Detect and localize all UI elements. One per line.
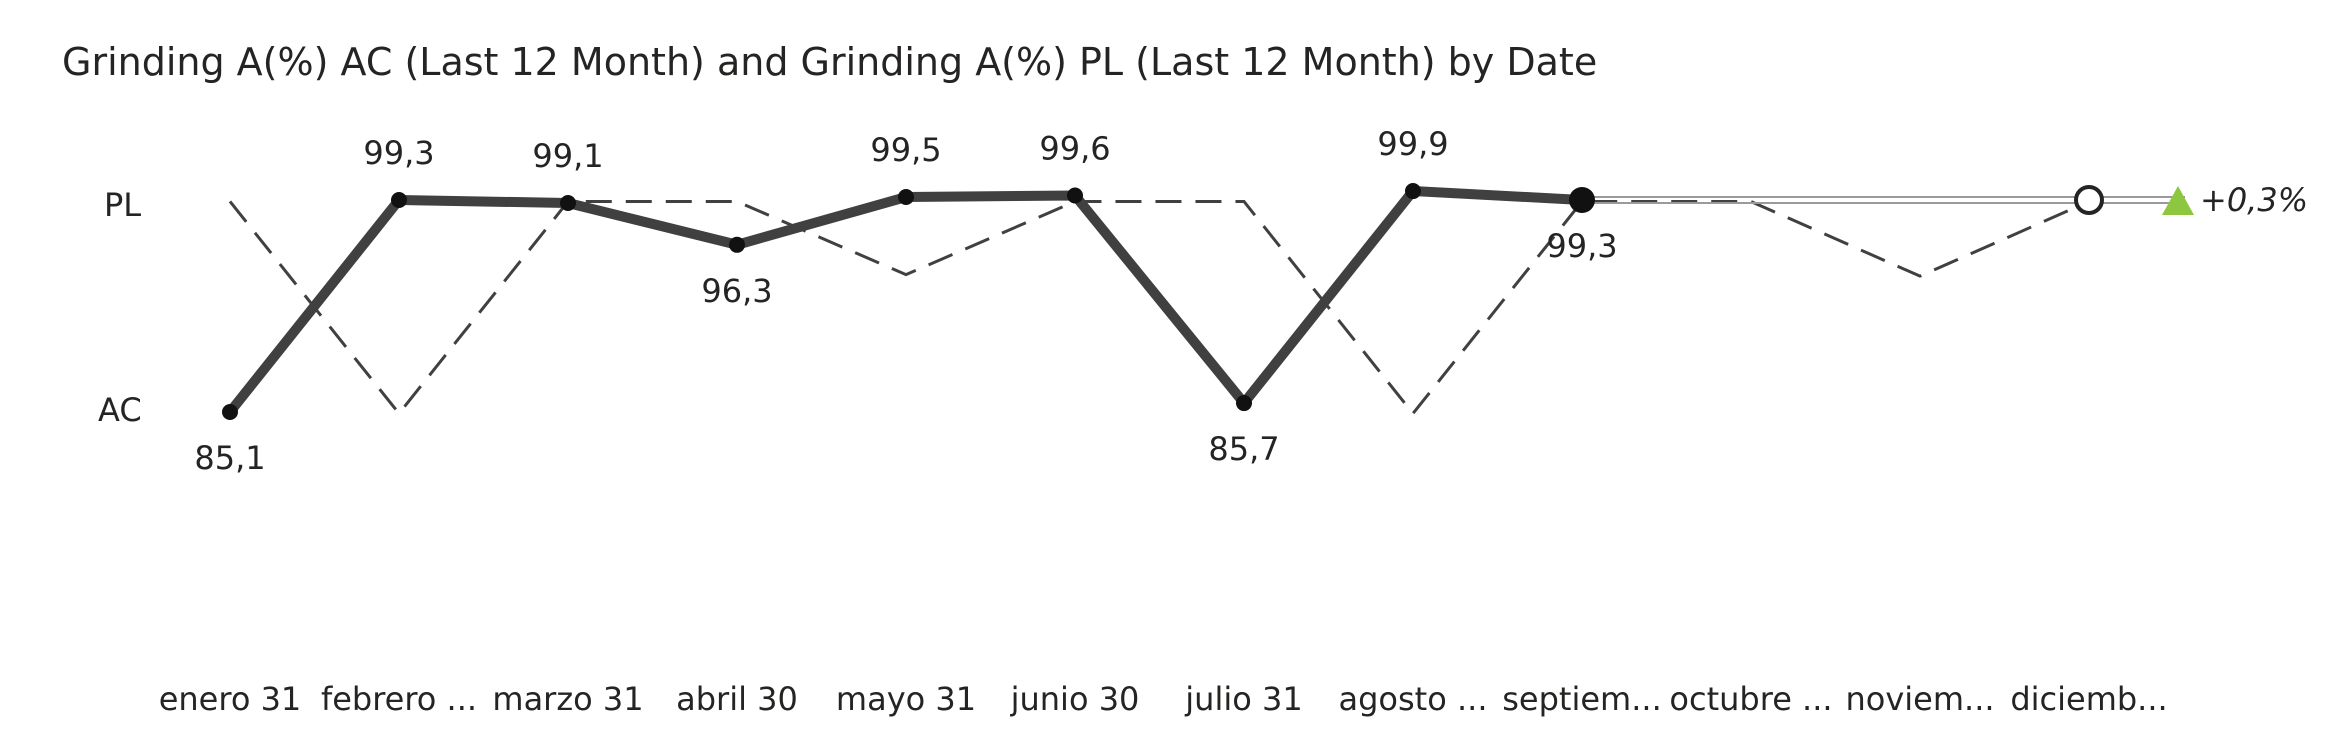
x-tick-label-2: febrero ... xyxy=(321,680,477,718)
row-label-ac: AC xyxy=(98,391,142,429)
chart-title: Grinding A(%) AC (Last 12 Month) and Gri… xyxy=(62,40,1598,84)
x-axis: enero 31 febrero ... marzo 31 abril 30 mayo … xyxy=(159,680,2168,718)
x-tick-label-10: octubre ... xyxy=(1669,680,1832,718)
forecast-series xyxy=(1582,185,2185,215)
x-tick-label-3: marzo 31 xyxy=(492,680,643,718)
delta-indicator: +0,3% xyxy=(2162,181,2308,219)
ac-series-line xyxy=(226,186,1583,416)
x-tick-label-8: agosto ... xyxy=(1339,680,1488,718)
ac-data-label-1: 85,1 xyxy=(194,439,265,477)
ac-data-label-2: 99,3 xyxy=(363,134,434,172)
data-labels: 85,1 99,3 99,1 96,3 99,5 99,6 85,7 99,9 99,3 xyxy=(194,125,1617,477)
ac-data-label-3: 99,1 xyxy=(532,137,603,175)
x-tick-label-1: enero 31 xyxy=(159,680,302,718)
x-tick-label-5: mayo 31 xyxy=(836,680,976,718)
ac-data-label-7: 85,7 xyxy=(1208,430,1279,468)
ac-point-1 xyxy=(222,404,238,420)
forecast-end-marker xyxy=(2074,185,2104,215)
x-tick-label-4: abril 30 xyxy=(676,680,798,718)
ac-data-label-9: 99,3 xyxy=(1546,227,1617,265)
ac-point-8 xyxy=(1405,183,1421,200)
pl-series-line xyxy=(228,199,2090,416)
row-label-pl: PL xyxy=(104,186,141,224)
x-tick-label-9: septiem... xyxy=(1502,680,1661,718)
ac-point-7 xyxy=(1236,395,1252,412)
ac-data-label-4: 96,3 xyxy=(701,272,772,310)
delta-label: +0,3% xyxy=(2200,181,2308,219)
ac-data-label-5: 99,5 xyxy=(870,131,941,169)
ac-series xyxy=(222,183,1595,420)
ac-point-5 xyxy=(898,189,914,206)
x-tick-label-6: junio 30 xyxy=(1010,680,1140,718)
ac-point-9 xyxy=(1569,187,1595,213)
ac-point-6 xyxy=(1067,187,1083,204)
ac-point-2 xyxy=(391,192,407,208)
x-tick-label-12: diciemb... xyxy=(2010,680,2167,718)
pl-series xyxy=(228,199,2090,416)
x-tick-label-7: julio 31 xyxy=(1184,680,1302,718)
ac-point-4 xyxy=(729,236,745,253)
ac-point-3 xyxy=(560,194,576,211)
delta-up-triangle xyxy=(2162,186,2194,215)
x-tick-label-11: noviem... xyxy=(1845,680,1994,718)
ac-data-label-6: 99,6 xyxy=(1039,130,1110,168)
ac-data-label-8: 99,9 xyxy=(1377,125,1448,163)
